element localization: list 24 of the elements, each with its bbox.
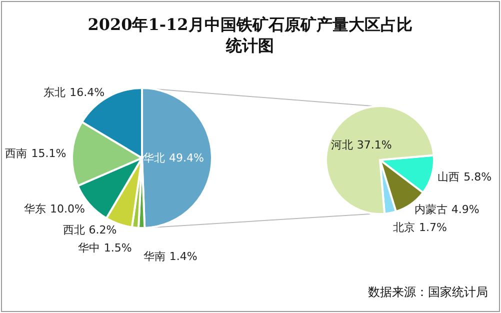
data-label: 37.1% <box>356 138 392 152</box>
data-label: 16.4% <box>70 86 105 99</box>
data-label: 1.4% <box>169 250 198 263</box>
slice-label: 西北 <box>62 224 85 237</box>
data-label: 1.7% <box>418 220 447 234</box>
data-label: 10.0% <box>50 202 85 216</box>
slice-label: 山西 <box>438 170 460 184</box>
data-label: 49.4% <box>169 151 204 164</box>
data-label: 4.9% <box>451 203 480 216</box>
data-label: 15.1% <box>31 146 66 160</box>
slice-label: 内蒙古 <box>414 203 448 216</box>
data-label: 1.5% <box>104 242 132 255</box>
slice-label: 华北 <box>143 151 166 164</box>
slice-label: 华东 <box>24 202 46 216</box>
slice-label: 华中 <box>78 242 100 255</box>
text: 2020年1-12月中国铁矿石原矿产量大区占比统计图 <box>88 15 412 55</box>
slice-label: 北京 <box>392 220 415 234</box>
data-label: 5.8% <box>464 170 492 184</box>
slice-label: 西南 <box>5 146 28 160</box>
data-label: 6.2% <box>88 224 117 237</box>
slice-label: 河北 <box>330 138 353 152</box>
source-note: 数据来源：国家统计局 <box>368 285 488 299</box>
slice-label: 华南 <box>143 250 166 263</box>
slice-label: 东北 <box>44 86 66 99</box>
